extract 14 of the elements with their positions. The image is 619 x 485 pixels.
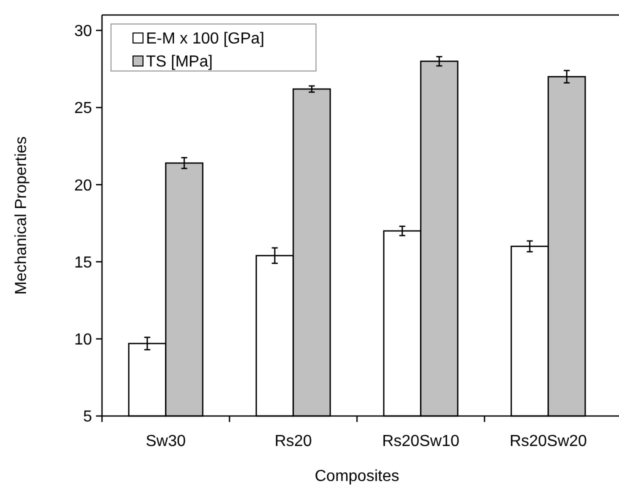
y-tick-label: 25 — [74, 100, 92, 118]
x-tick-label: Sw30 — [146, 433, 186, 450]
y-tick-label: 20 — [74, 177, 92, 194]
x-axis-title: Composites — [314, 468, 400, 485]
y-axis-title: Mechanical Properties — [13, 136, 30, 295]
x-tick-label: Rs20Sw10 — [382, 433, 460, 450]
y-tick-label: 10 — [74, 331, 92, 348]
y-tick-label: 30 — [74, 23, 92, 40]
legend-label: TS [MPa] — [146, 54, 213, 71]
y-tick-label: 5 — [83, 408, 92, 426]
x-tick-label: Rs20Sw20 — [510, 433, 588, 450]
legend-label: E-M x 100 [GPa] — [146, 30, 264, 48]
y-tick-label: 15 — [74, 254, 92, 272]
x-tick-label: Rs20 — [274, 433, 312, 450]
